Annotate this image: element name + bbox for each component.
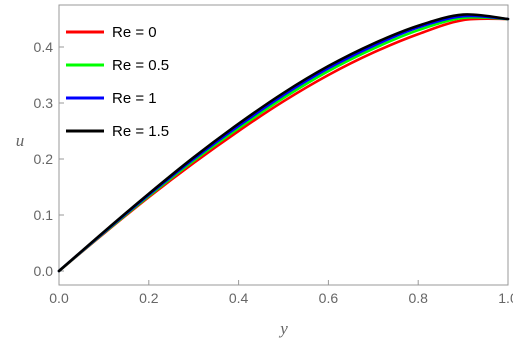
x-axis-title: y bbox=[278, 319, 288, 338]
y-tick-label: 0.2 bbox=[34, 151, 54, 167]
x-tick-label: 0.8 bbox=[408, 290, 428, 306]
legend-label: Re = 0.5 bbox=[112, 57, 169, 74]
plot-frame bbox=[58, 4, 509, 286]
x-tick-label: 0.6 bbox=[319, 290, 339, 306]
series-line-1 bbox=[57, 15, 510, 273]
x-tick-label: 0.2 bbox=[139, 290, 159, 306]
series-line-3 bbox=[57, 13, 510, 273]
x-tick-label: 1.0 bbox=[498, 290, 513, 306]
legend: Re = 0 Re = 0.5 Re = 1 Re = 1.5 bbox=[66, 24, 169, 140]
x-tick-label: 0.0 bbox=[49, 290, 69, 306]
legend-label: Re = 1.5 bbox=[112, 123, 169, 140]
x-tick-label: 0.4 bbox=[229, 290, 249, 306]
x-axis-ticks: 0.0 0.2 0.4 0.6 0.8 1.0 bbox=[49, 280, 513, 306]
legend-label: Re = 0 bbox=[112, 24, 157, 41]
y-axis-title: u bbox=[16, 131, 25, 150]
legend-label: Re = 1 bbox=[112, 90, 157, 107]
y-tick-label: 0.0 bbox=[34, 263, 54, 279]
y-axis-ticks: 0.0 0.1 0.2 0.3 0.4 bbox=[34, 39, 64, 279]
series-lines bbox=[57, 13, 510, 273]
y-tick-label: 0.3 bbox=[34, 95, 54, 111]
y-tick-label: 0.1 bbox=[34, 207, 54, 223]
series-line-2 bbox=[57, 14, 510, 273]
y-tick-label: 0.4 bbox=[34, 39, 54, 55]
